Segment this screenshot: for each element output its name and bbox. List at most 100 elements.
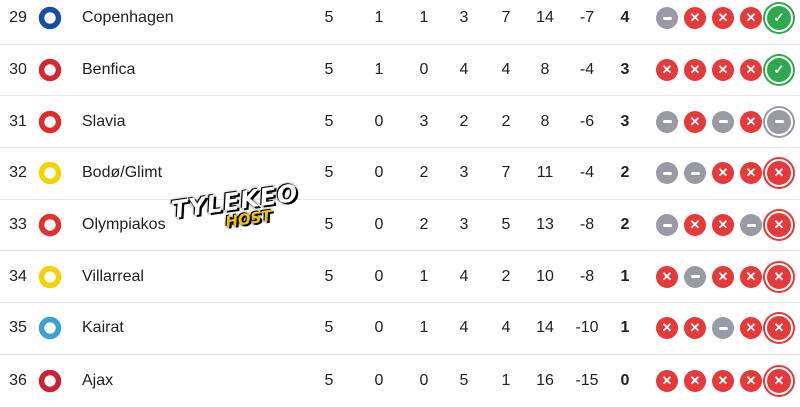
form-loss-icon[interactable]: ✕	[712, 59, 734, 82]
table-row[interactable]: 35 Kairat 5 0 1 4 4 14 -10 1 ✕ ✕ ✕ ✕	[0, 303, 800, 355]
stat-gf: 5	[501, 216, 511, 234]
team-name[interactable]: Benfica	[82, 61, 136, 79]
stat-d: 1	[419, 267, 429, 285]
form-draw-icon[interactable]	[712, 110, 734, 133]
form-loss-icon[interactable]: ✕	[740, 369, 762, 392]
form-loss-icon[interactable]: ✕	[684, 110, 706, 133]
form-loss-icon[interactable]: ✕	[765, 211, 793, 240]
team-logo	[37, 212, 63, 239]
form-draw-icon[interactable]	[656, 214, 678, 237]
stat-gd: -4	[579, 164, 595, 182]
stat-gd: -6	[579, 112, 595, 130]
team-logo	[37, 5, 63, 32]
stat-w: 0	[374, 267, 384, 285]
stat-gf: 2	[501, 112, 511, 130]
form-loss-icon[interactable]: ✕	[712, 214, 734, 237]
stat-p: 5	[324, 267, 334, 285]
stat-p: 5	[324, 61, 334, 79]
form-win-icon[interactable]: ✓	[765, 4, 793, 33]
form-loss-icon[interactable]: ✕	[740, 110, 762, 133]
stat-w: 0	[374, 112, 384, 130]
form-loss-icon[interactable]: ✕	[712, 7, 734, 30]
form-loss-icon[interactable]: ✕	[684, 214, 706, 237]
stat-w: 1	[374, 61, 384, 79]
form-draw-icon[interactable]	[712, 317, 734, 340]
stat-l: 4	[459, 319, 469, 337]
form-loss-icon[interactable]: ✕	[684, 369, 706, 392]
stat-pts: 1	[620, 267, 630, 285]
stat-pts: 3	[620, 112, 630, 130]
form-loss-icon[interactable]: ✕	[656, 265, 678, 288]
stat-w: 0	[374, 319, 384, 337]
stat-pts: 3	[620, 61, 630, 79]
stat-ga: 14	[536, 319, 554, 337]
stat-d: 3	[419, 112, 429, 130]
form-draw-icon[interactable]	[684, 162, 706, 185]
stat-l: 3	[459, 9, 469, 27]
form-loss-icon[interactable]: ✕	[740, 162, 762, 185]
team-name[interactable]: Kairat	[82, 319, 124, 337]
form-loss-icon[interactable]: ✕	[712, 369, 734, 392]
stat-ga: 8	[540, 61, 550, 79]
team-name[interactable]: Copenhagen	[82, 9, 174, 27]
form-draw-icon[interactable]	[740, 214, 762, 237]
stat-l: 2	[459, 112, 469, 130]
form-loss-icon[interactable]: ✕	[684, 59, 706, 82]
stat-l: 3	[459, 216, 469, 234]
form-loss-icon[interactable]: ✕	[656, 59, 678, 82]
table-row[interactable]: 29 Copenhagen 5 1 1 3 7 14 -7 4 ✕ ✕ ✕ ✓	[0, 0, 800, 45]
stat-l: 4	[459, 267, 469, 285]
form-loss-icon[interactable]: ✕	[656, 317, 678, 340]
table-row[interactable]: 30 Benfica 5 1 0 4 4 8 -4 3 ✕ ✕ ✕ ✕ ✓	[0, 45, 800, 97]
form-loss-icon[interactable]: ✕	[765, 262, 793, 291]
form-draw-icon[interactable]	[656, 162, 678, 185]
table-row[interactable]: 34 Villarreal 5 0 1 4 2 10 -8 1 ✕ ✕ ✕ ✕	[0, 251, 800, 304]
table-row[interactable]: 32 Bodø/Glimt 5 0 2 3 7 11 -4 2 ✕ ✕ ✕	[0, 148, 800, 200]
form-loss-icon[interactable]: ✕	[765, 366, 793, 395]
form-loss-icon[interactable]: ✕	[712, 162, 734, 185]
form-draw-icon[interactable]	[684, 265, 706, 288]
form-loss-icon[interactable]: ✕	[765, 159, 793, 188]
form-draw-icon[interactable]	[656, 110, 678, 133]
stat-w: 1	[374, 9, 384, 27]
form-loss-icon[interactable]: ✕	[740, 59, 762, 82]
form-loss-icon[interactable]: ✕	[656, 369, 678, 392]
form-win-icon[interactable]: ✓	[765, 56, 793, 85]
stat-l: 4	[459, 61, 469, 79]
form-loss-icon[interactable]: ✕	[712, 265, 734, 288]
stat-pts: 2	[620, 164, 630, 182]
team-logo	[37, 160, 63, 187]
form-loss-icon[interactable]: ✕	[684, 7, 706, 30]
rank: 36	[9, 371, 27, 389]
stat-ga: 10	[536, 267, 554, 285]
rank: 34	[9, 267, 27, 285]
team-logo	[37, 367, 63, 394]
form-draw-icon[interactable]	[656, 7, 678, 30]
team-name[interactable]: Olympiakos	[82, 216, 166, 234]
team-logo	[37, 108, 63, 135]
stat-p: 5	[324, 164, 334, 182]
stat-pts: 4	[620, 9, 630, 27]
table-row[interactable]: 31 Slavia 5 0 3 2 2 8 -6 3 ✕ ✕	[0, 96, 800, 149]
table-row[interactable]: 33 Olympiakos 5 0 2 3 5 13 -8 2 ✕ ✕ ✕	[0, 200, 800, 252]
form-loss-icon[interactable]: ✕	[740, 7, 762, 30]
stat-p: 5	[324, 112, 334, 130]
stat-p: 5	[324, 371, 334, 389]
form-loss-icon[interactable]: ✕	[740, 317, 762, 340]
stat-gd: -10	[575, 319, 599, 337]
form-draw-icon[interactable]	[765, 107, 793, 136]
form-loss-icon[interactable]: ✕	[740, 265, 762, 288]
team-name[interactable]: Ajax	[82, 371, 114, 389]
stat-pts: 1	[620, 319, 630, 337]
form-loss-icon[interactable]: ✕	[765, 314, 793, 343]
form-loss-icon[interactable]: ✕	[684, 317, 706, 340]
stat-d: 2	[419, 164, 429, 182]
stat-ga: 8	[540, 112, 550, 130]
stat-pts: 0	[620, 371, 630, 389]
stat-d: 0	[419, 61, 429, 79]
stat-pts: 2	[620, 216, 630, 234]
team-name[interactable]: Bodø/Glimt	[82, 164, 163, 182]
team-name[interactable]: Villarreal	[82, 267, 144, 285]
team-name[interactable]: Slavia	[82, 112, 126, 130]
table-row[interactable]: 36 Ajax 5 0 0 5 1 16 -15 0 ✕ ✕ ✕ ✕ ✕	[0, 355, 800, 407]
